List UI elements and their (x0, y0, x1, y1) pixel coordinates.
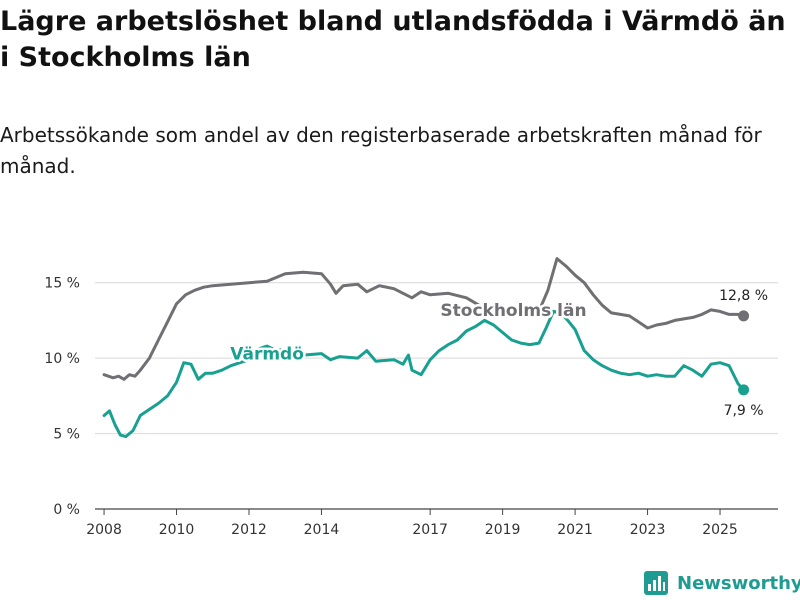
x-tick-label: 2014 (304, 522, 340, 538)
x-tick-label: 2025 (702, 522, 738, 538)
end-value-label-varmdo: 7,9 % (724, 403, 764, 419)
bar-chart-logo-icon (644, 571, 668, 595)
grid-lines (95, 282, 778, 435)
x-tick-label: 2010 (159, 522, 195, 538)
y-tick-label: 0 % (53, 502, 80, 518)
end-value-label-stockholm: 12,8 % (719, 288, 768, 304)
y-tick-label: 5 % (53, 427, 80, 443)
series-label-varmdo: Värmdö (230, 345, 304, 365)
brand-logo[interactable]: Newsworthy (644, 568, 800, 598)
x-tick-label: 2019 (485, 522, 521, 538)
end-point-stockholm (738, 310, 750, 322)
x-tick-label: 2021 (557, 522, 593, 538)
series-line-stockholm (102, 257, 746, 381)
y-tick-label: 10 % (44, 351, 80, 367)
series-labels: 12,8 % Stockholms län 7,9 % Värmdö (228, 288, 768, 419)
chart-subtitle: Arbetssökande som andel av den registerb… (0, 123, 762, 178)
axes: 0 % 5 % 10 % 15 % 2008 2010 2012 2014 2017 2019 20… (44, 276, 778, 538)
y-tick-label: 15 % (44, 276, 80, 292)
brand-name: Newsworthy (677, 572, 800, 594)
series-label-stockholm: Stockholms län (440, 301, 586, 321)
series-line-varmdo (102, 309, 746, 439)
x-tick-label: 2012 (231, 522, 267, 538)
x-tick-label: 2017 (412, 522, 448, 538)
x-tick-label: 2008 (86, 522, 122, 538)
end-point-varmdo (738, 384, 750, 396)
series-lines (102, 257, 746, 439)
chart-title: Lägre arbetslöshet bland utlandsfödda i … (0, 6, 786, 73)
x-tick-label: 2023 (630, 522, 666, 538)
